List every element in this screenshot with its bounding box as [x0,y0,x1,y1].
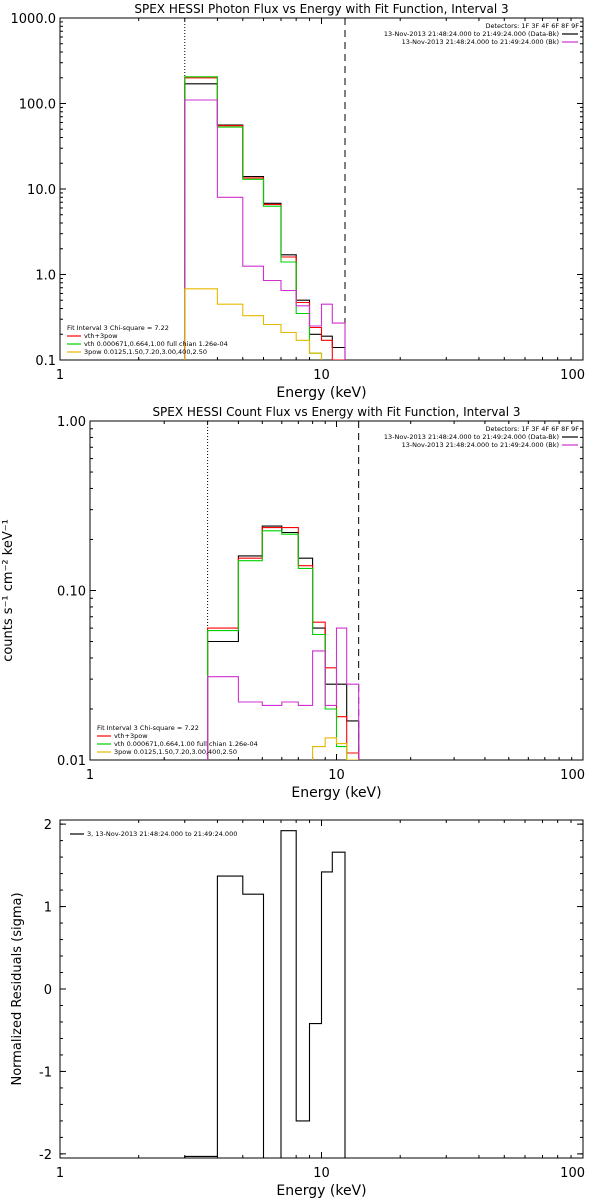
x-tick-label: 10 [313,368,330,383]
y-tick-label: 0.10 [57,585,86,600]
series-vth-3pow [207,527,360,760]
x-tick-label: 100 [560,1166,585,1181]
y-tick-label: -1 [39,1065,52,1080]
y-tick-label: 1.00 [57,415,86,430]
legend-entry-text: vth 0.000671,0.664,1.00 full chian 1.26e… [114,740,258,748]
chart-title: SPEX HESSI Photon Flux vs Energy with Fi… [134,2,508,16]
y-tick-label: 100.0 [19,98,56,113]
series-bk [207,627,360,760]
x-axis-label: Energy (keV) [291,785,381,801]
y-axis-label: counts s⁻¹ cm⁻² keV⁻¹ [1,519,16,662]
x-tick-label: 100 [560,768,585,783]
legend-entry-text: vth+3pow [114,732,148,740]
x-tick-label: 10 [313,1166,330,1181]
x-tick-label: 10 [328,768,345,783]
series-residuals [184,830,346,1158]
series-data-bk [184,83,346,360]
y-tick-label: 1000.0 [11,12,57,27]
series-3pow [207,737,359,760]
x-tick-label: 100 [560,368,585,383]
chart-panel-1: SPEX HESSI Photon Flux vs Energy with Fi… [11,2,586,401]
series-3pow [184,288,346,360]
legend-detectors: Detectors: 1F 3F 4F 6F 8F 9F [485,425,579,433]
y-tick-label: 10.0 [27,183,56,198]
legend-entry-text: 13-Nov-2013 21:48:24.000 to 21:49:24.000… [402,441,559,449]
y-tick-label: 2 [44,818,52,833]
x-tick-label: 1 [56,1166,64,1181]
chart-panel-3: 1 10 100 Energy (keV) -2 -1 0 1 2 Normalized Resi… [10,818,585,1199]
legend-entry-text: 3pow 0.0125,1.50,7.20,3.00,400,2.50 [114,748,237,756]
chart-title: SPEX HESSI Count Flux vs Energy with Fit… [152,405,520,419]
y-tick-label: 1.0 [35,269,56,284]
y-tick-label: 0.01 [57,754,86,769]
legend-detectors: Detectors: 1F 3F 4F 6F 8F 9F [485,22,579,30]
legend-entry-text: 3, 13-Nov-2013 21:48:24.000 to 21:49:24.… [87,830,237,838]
y-tick-label: 0.1 [35,354,56,369]
legend-entry-text: vth+3pow [84,332,118,340]
legend-entry-text: 3pow 0.0125,1.50,7.20,3.00,400,2.50 [84,348,207,356]
y-tick-label: 0 [44,983,52,998]
y-tick-label: 1 [44,901,52,916]
y-tick-label: -2 [39,1148,52,1163]
chart-panel-2: SPEX HESSI Count Flux vs Energy with Fit… [1,405,585,801]
legend-fit-header: Fit Interval 3 Chi-square = 7.22 [67,324,169,332]
legend-fit-header: Fit Interval 3 Chi-square = 7.22 [97,724,199,732]
x-axis-label: Energy (keV) [276,385,366,401]
legend-entry-text: vth 0.000671,0.664,1.00 full chian 1.26e… [84,340,228,348]
x-axis-label: Energy (keV) [276,1183,366,1199]
series-bk [184,99,346,360]
series-vth [207,530,360,760]
legend-entry-text: 13-Nov-2013 21:48:24.000 to 21:49:24.000… [384,433,559,441]
legend-entry-text: 13-Nov-2013 21:48:24.000 to 21:49:24.000… [384,30,559,38]
legend-entry-text: 13-Nov-2013 21:48:24.000 to 21:49:24.000… [402,38,559,46]
x-tick-label: 1 [56,368,64,383]
x-tick-label: 1 [86,768,94,783]
y-axis-label: Normalized Residuals (sigma) [10,892,25,1085]
